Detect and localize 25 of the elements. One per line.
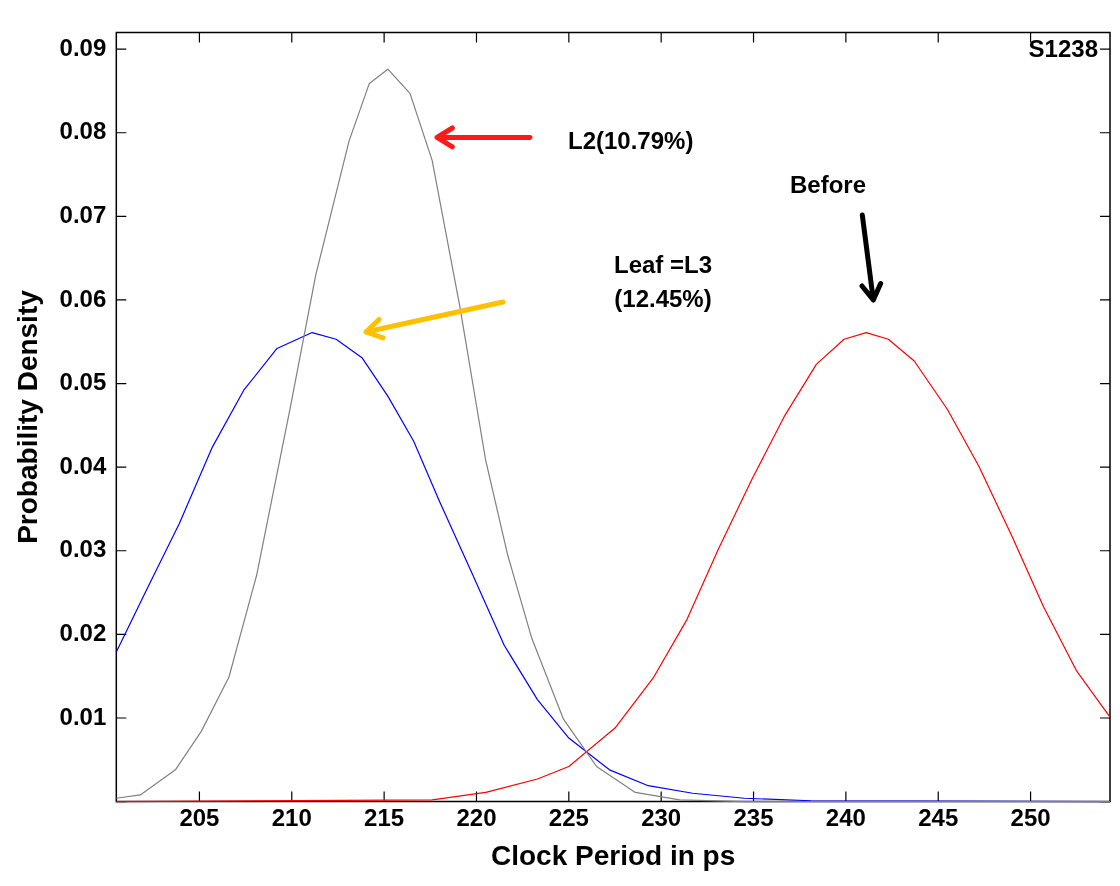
x-tick-label: 205 (179, 803, 220, 831)
annotation: S1238 (1027, 34, 1098, 64)
y-tick-label: 0.05 (59, 368, 107, 396)
y-tick-label: 0.07 (59, 200, 107, 228)
y-tick-label: 0.02 (59, 619, 107, 647)
x-tick-label: 215 (364, 803, 405, 831)
y-tick-label: 0.04 (59, 451, 107, 479)
annotation: L2(10.79%) (568, 126, 695, 156)
y-axis-title: Probability Density (11, 289, 43, 544)
annotation: Leaf =L3 (12.45%) (612, 250, 713, 314)
y-tick-label: 0.01 (59, 702, 107, 730)
x-tick-label: 240 (825, 803, 866, 831)
x-tick-label: 220 (456, 803, 497, 831)
x-tick-label: 210 (271, 803, 312, 831)
x-axis-title: Clock Period in ps (491, 839, 736, 871)
x-tick-label: 230 (641, 803, 682, 831)
x-tick-label: 225 (548, 803, 589, 831)
y-tick-label: 0.09 (59, 33, 107, 61)
y-tick-label: 0.06 (59, 284, 107, 312)
annotation: Before (789, 170, 867, 200)
x-tick-label: 245 (918, 803, 959, 831)
y-tick-label: 0.08 (59, 117, 107, 145)
x-tick-label: 250 (1010, 803, 1051, 831)
x-tick-label: 235 (733, 803, 774, 831)
y-tick-label: 0.03 (59, 535, 107, 563)
